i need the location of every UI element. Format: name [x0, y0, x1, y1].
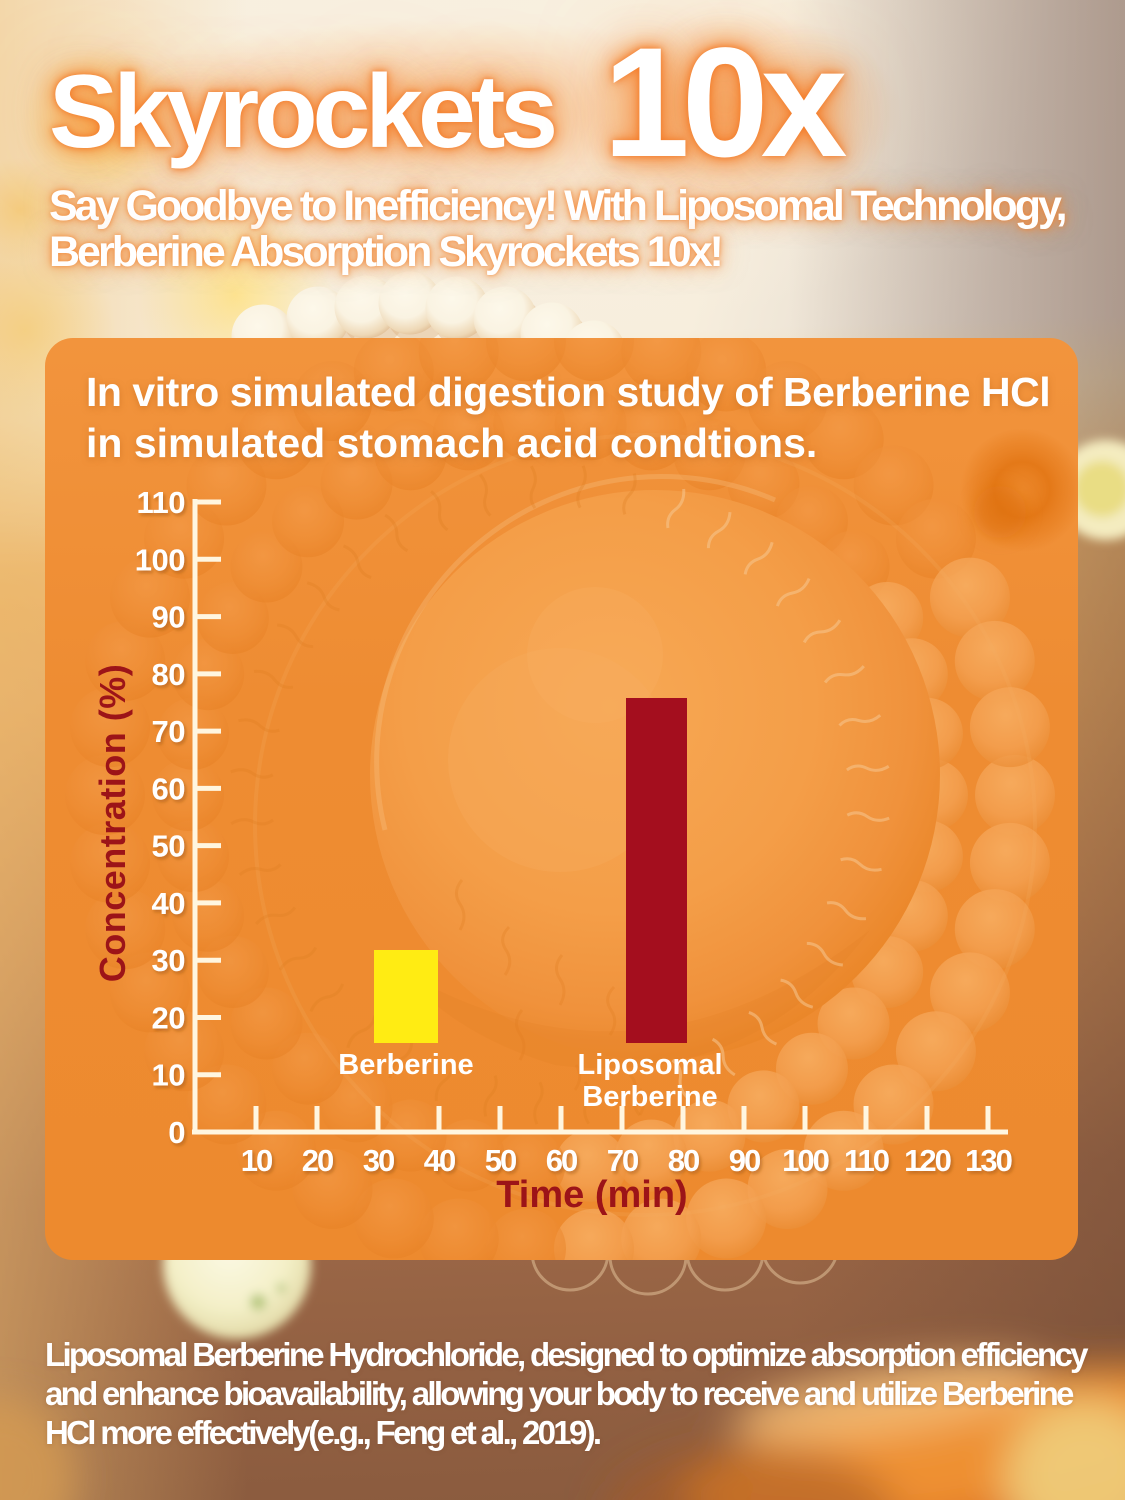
svg-text:20: 20 [302, 1143, 333, 1178]
svg-text:Berberine: Berberine [582, 1081, 717, 1113]
svg-text:110: 110 [136, 485, 185, 520]
svg-text:40: 40 [424, 1143, 455, 1178]
svg-text:20: 20 [152, 1000, 185, 1035]
svg-text:70: 70 [152, 714, 185, 749]
svg-text:110: 110 [844, 1143, 889, 1178]
svg-text:0: 0 [168, 1115, 185, 1150]
svg-text:120: 120 [904, 1143, 950, 1178]
svg-text:60: 60 [546, 1143, 577, 1178]
svg-text:Berberine: Berberine [338, 1049, 473, 1081]
svg-text:Liposomal: Liposomal [577, 1049, 722, 1081]
svg-text:40: 40 [152, 886, 185, 921]
svg-text:10: 10 [241, 1143, 272, 1178]
svg-text:90: 90 [152, 600, 185, 635]
svg-text:90: 90 [729, 1143, 760, 1178]
svg-text:Time (min): Time (min) [496, 1174, 687, 1216]
svg-text:30: 30 [152, 943, 185, 978]
svg-text:60: 60 [152, 771, 185, 806]
svg-text:100: 100 [135, 542, 185, 577]
svg-text:50: 50 [485, 1143, 516, 1178]
svg-text:50: 50 [152, 829, 185, 864]
svg-text:130: 130 [965, 1143, 1011, 1178]
svg-text:80: 80 [152, 657, 185, 692]
svg-text:70: 70 [607, 1143, 638, 1178]
svg-text:100: 100 [782, 1143, 828, 1178]
svg-text:Concentration (%): Concentration (%) [92, 664, 133, 983]
svg-text:10: 10 [152, 1058, 185, 1093]
svg-text:30: 30 [363, 1143, 394, 1178]
svg-text:80: 80 [668, 1143, 699, 1178]
